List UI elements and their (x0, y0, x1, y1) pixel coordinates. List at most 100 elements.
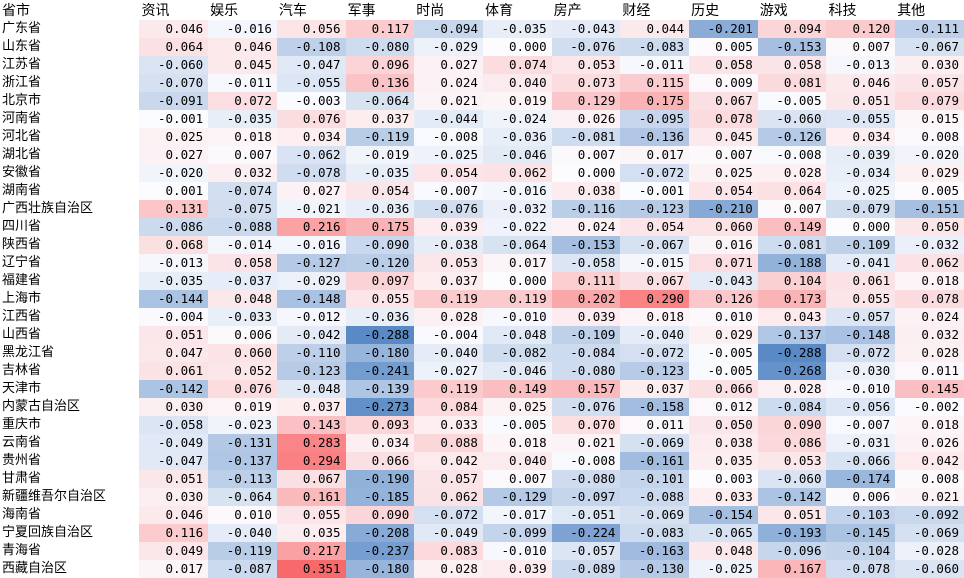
heatmap-cell: 0.035 (689, 452, 758, 470)
heatmap-cell: -0.032 (482, 200, 552, 218)
heatmap-cell: 0.017 (620, 146, 690, 164)
heatmap-cell: 0.053 (414, 254, 483, 272)
heatmap-cell: 0.017 (139, 560, 209, 578)
heatmap-cell: 0.076 (276, 110, 346, 128)
heatmap-cell: -0.076 (414, 200, 483, 218)
row-label: 山东省 (2, 39, 42, 54)
heatmap-cell: 0.042 (414, 452, 483, 470)
heatmap-cell: -0.069 (620, 434, 690, 452)
heatmap-cell: 0.037 (620, 380, 690, 398)
heatmap-cell: -0.109 (551, 326, 621, 344)
heatmap-cell: 0.045 (208, 56, 277, 74)
heatmap-cell: 0.062 (895, 254, 964, 272)
heatmap-cell: -0.144 (139, 290, 209, 308)
heatmap-cell: -0.013 (826, 56, 896, 74)
heatmap-cell: -0.153 (551, 236, 621, 254)
heatmap-cell: 0.078 (895, 290, 964, 308)
heatmap-cell: 0.021 (414, 92, 483, 110)
heatmap-cell: 0.051 (139, 470, 209, 488)
heatmap-cell: -0.047 (139, 452, 209, 470)
heatmap-cell: 0.018 (895, 272, 964, 290)
heatmap-cell: -0.086 (139, 218, 209, 236)
heatmap-cell: 0.006 (208, 326, 277, 344)
heatmap-cell: -0.001 (139, 110, 209, 128)
heatmap-cell: -0.001 (620, 182, 690, 200)
heatmap-cell: 0.175 (345, 218, 415, 236)
heatmap-cell: -0.072 (414, 506, 483, 524)
heatmap-cell: -0.051 (551, 506, 621, 524)
heatmap-cell: 0.018 (482, 434, 552, 452)
heatmap-cell: -0.113 (208, 470, 277, 488)
table-row: 宁夏回族自治区 0.116 -0.040 0.035 -0.208 -0.049 -0.09… (0, 524, 964, 542)
heatmap-cell: -0.005 (482, 416, 552, 434)
table-row: 安徽省 -0.020 0.032 -0.078 -0.035 0.054 0.062 0.00… (0, 164, 964, 182)
heatmap-cell: 0.027 (276, 182, 346, 200)
heatmap-cell: 0.086 (757, 434, 827, 452)
heatmap-cell: 0.026 (895, 434, 964, 452)
heatmap-cell: -0.161 (620, 452, 690, 470)
heatmap-cell: 0.081 (757, 74, 827, 92)
row-label: 新疆维吾尔自治区 (2, 489, 107, 504)
heatmap-cell: -0.015 (620, 254, 690, 272)
heatmap-cell: -0.072 (620, 344, 690, 362)
heatmap-cell: -0.008 (551, 452, 621, 470)
heatmap-cell: -0.007 (414, 182, 483, 200)
heatmap-cell: -0.039 (826, 146, 896, 164)
heatmap-cell: -0.028 (895, 542, 964, 560)
column-header: 历史 (691, 3, 720, 19)
heatmap-cell: -0.069 (895, 524, 964, 542)
row-label: 云南省 (2, 435, 42, 450)
heatmap-cell: -0.062 (276, 146, 346, 164)
heatmap-cell: 0.024 (895, 308, 964, 326)
heatmap-cell: 0.006 (826, 488, 896, 506)
column-header: 科技 (828, 3, 857, 19)
heatmap-cell: -0.180 (345, 344, 415, 362)
row-label: 四川省 (2, 219, 42, 234)
heatmap-cell: -0.002 (895, 398, 964, 416)
heatmap-cell: -0.035 (345, 164, 415, 182)
heatmap-cell: -0.058 (551, 254, 621, 272)
heatmap-cell: 0.054 (345, 182, 415, 200)
heatmap-cell: -0.163 (620, 542, 690, 560)
heatmap-cell: -0.047 (276, 56, 346, 74)
heatmap-cell: -0.031 (826, 434, 896, 452)
heatmap-cell: -0.064 (208, 488, 277, 506)
heatmap-cell: -0.081 (551, 128, 621, 146)
heatmap-cell: 0.046 (139, 506, 209, 524)
table-row: 吉林省 0.061 0.052 -0.123 -0.241 -0.027 -0.046 -0.… (0, 362, 964, 380)
heatmap-cell: -0.088 (208, 218, 277, 236)
heatmap-cell: -0.103 (826, 506, 896, 524)
heatmap-cell: 0.058 (208, 254, 277, 272)
heatmap-cell: -0.048 (276, 380, 346, 398)
heatmap-cell: 0.217 (276, 542, 346, 560)
heatmap-cell: 0.032 (208, 164, 277, 182)
heatmap-cell: -0.090 (345, 236, 415, 254)
heatmap-cell: 0.033 (689, 488, 758, 506)
heatmap-cell: 0.027 (414, 56, 483, 74)
heatmap-cell: 0.000 (482, 272, 552, 290)
heatmap-cell: -0.082 (482, 344, 552, 362)
table-row: 山西省 0.051 0.006 -0.042 -0.288 -0.004 -0.048 -0.… (0, 326, 964, 344)
heatmap-cell: -0.081 (757, 236, 827, 254)
heatmap-cell: 0.032 (895, 326, 964, 344)
heatmap-cell: 0.019 (482, 92, 552, 110)
heatmap-cell: -0.024 (482, 110, 552, 128)
heatmap-cell: -0.016 (208, 20, 277, 38)
heatmap-cell: 0.175 (620, 92, 690, 110)
heatmap-cell: -0.080 (551, 470, 621, 488)
heatmap-cell: -0.070 (139, 74, 209, 92)
row-label: 甘肃省 (2, 471, 42, 486)
heatmap-cell: 0.018 (620, 308, 690, 326)
heatmap-cell: 0.015 (895, 110, 964, 128)
heatmap-cell: -0.035 (482, 20, 552, 38)
heatmap-cell: -0.043 (551, 20, 621, 38)
heatmap-cell: 0.009 (689, 74, 758, 92)
heatmap-cell: -0.035 (139, 272, 209, 290)
heatmap-cell: -0.048 (482, 326, 552, 344)
table-row: 浙江省 -0.070 -0.011 -0.055 0.136 0.024 0.040 0.07… (0, 74, 964, 92)
row-label: 青海省 (2, 543, 42, 558)
heatmap-cell: -0.032 (895, 236, 964, 254)
heatmap-cell: 0.044 (620, 20, 690, 38)
heatmap-cell: 0.010 (689, 308, 758, 326)
heatmap-cell: -0.040 (620, 326, 690, 344)
